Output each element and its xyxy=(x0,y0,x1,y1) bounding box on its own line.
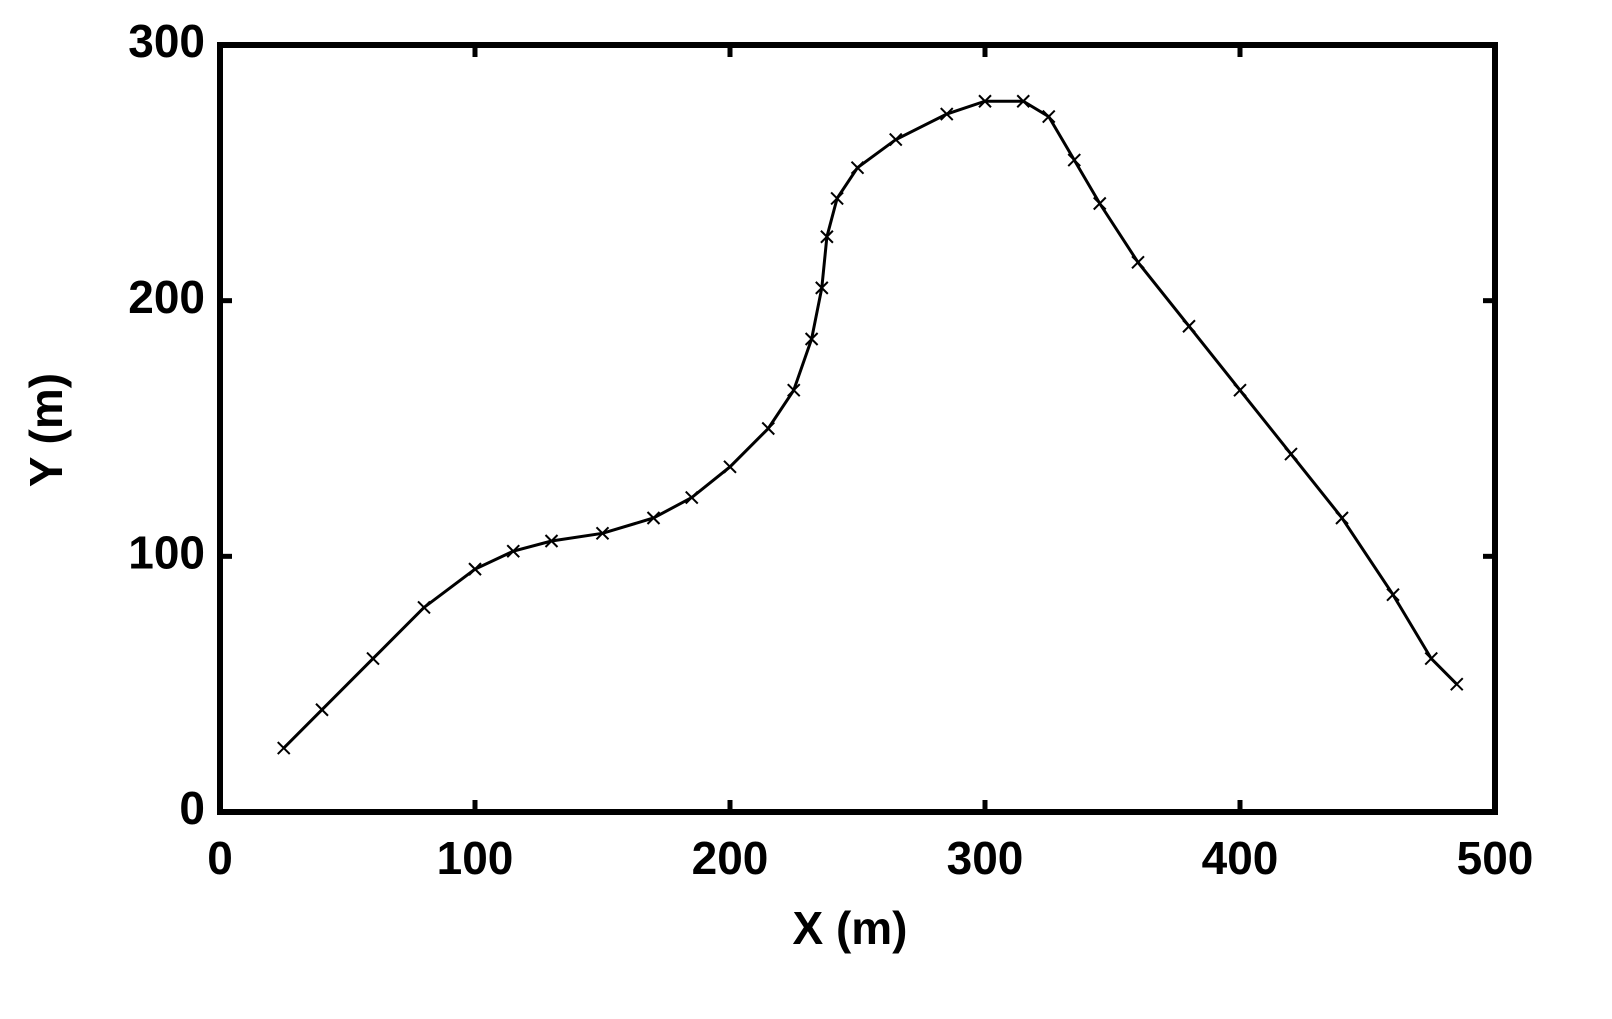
point-marker xyxy=(978,94,992,108)
point-marker xyxy=(940,107,954,121)
point-marker xyxy=(315,703,329,717)
x-tick-label: 300 xyxy=(947,832,1024,884)
y-tick-label: 100 xyxy=(128,526,205,578)
point-marker xyxy=(1335,511,1349,525)
x-tick-label: 500 xyxy=(1457,832,1534,884)
x-axis-label: X (m) xyxy=(793,902,908,954)
point-marker xyxy=(1042,109,1056,124)
point-marker xyxy=(1182,319,1196,333)
point-marker xyxy=(506,544,520,558)
point-marker xyxy=(417,600,431,615)
plot-frame xyxy=(217,42,1498,815)
point-marker xyxy=(815,281,829,295)
point-marker xyxy=(830,191,844,206)
point-marker xyxy=(685,490,699,505)
x-tick-label: 400 xyxy=(1202,832,1279,884)
trajectory-line xyxy=(282,99,1458,750)
point-marker xyxy=(595,526,610,541)
point-marker xyxy=(1067,153,1081,167)
point-marker xyxy=(544,534,559,548)
x-tick-label: 100 xyxy=(437,832,514,884)
point-marker xyxy=(761,421,775,436)
point-marker xyxy=(1016,94,1030,108)
point-marker xyxy=(468,562,482,576)
point-marker xyxy=(1284,447,1298,461)
point-marker xyxy=(1450,677,1464,691)
point-marker xyxy=(889,132,903,147)
point-marker xyxy=(1093,196,1107,211)
point-marker xyxy=(277,741,291,755)
y-tick-label: 200 xyxy=(128,271,205,323)
y-tick-label: 0 xyxy=(179,782,205,834)
point-marker xyxy=(1233,383,1247,397)
point-marker xyxy=(1131,255,1145,270)
y-tick-label: 300 xyxy=(128,15,205,67)
point-marker xyxy=(723,460,737,474)
point-marker xyxy=(1424,651,1438,666)
y-axis-label: Y (m) xyxy=(20,373,72,487)
point-marker xyxy=(787,383,801,397)
point-marker xyxy=(366,651,380,666)
point-marker xyxy=(1386,587,1400,602)
point-marker xyxy=(820,230,834,244)
x-tick-label: 200 xyxy=(692,832,769,884)
point-marker xyxy=(804,332,819,346)
x-tick-label: 0 xyxy=(207,832,233,884)
point-marker xyxy=(646,511,661,525)
point-marker xyxy=(850,161,865,175)
